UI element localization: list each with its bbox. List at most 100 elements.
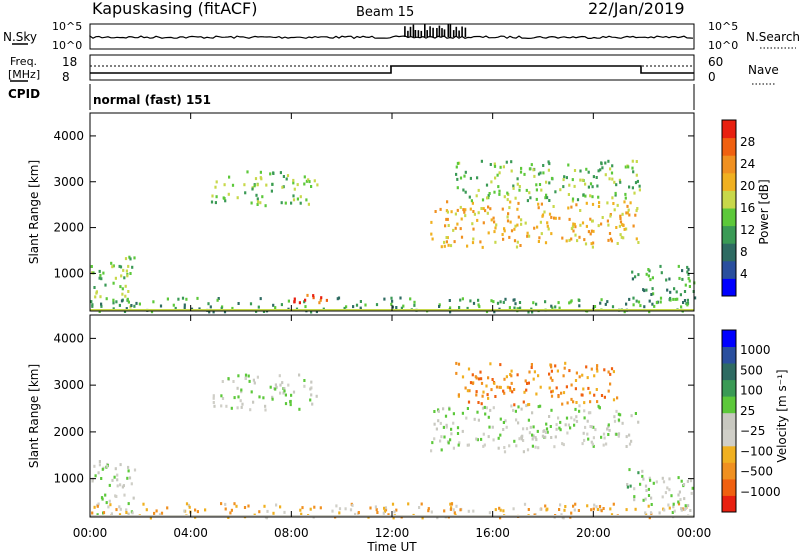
range-cell — [680, 479, 683, 483]
range-cell — [622, 223, 625, 227]
range-cell — [484, 412, 487, 416]
range-cell — [570, 205, 573, 209]
noise-spike — [452, 30, 455, 37]
range-cell — [606, 427, 609, 431]
range-cell — [590, 242, 593, 246]
range-cell — [227, 192, 230, 196]
range-cell — [612, 370, 615, 374]
range-cell — [456, 222, 459, 226]
range-cell — [279, 505, 282, 509]
range-cell — [592, 229, 595, 233]
range-cell — [421, 516, 424, 520]
range-cell — [536, 225, 539, 229]
range-cell — [621, 212, 624, 216]
range-cell — [460, 217, 463, 221]
range-cell — [635, 237, 638, 241]
range-cell — [600, 435, 603, 439]
range-cell — [282, 185, 285, 189]
range-cell — [492, 216, 495, 220]
range-cell — [597, 404, 600, 408]
range-cell — [99, 295, 102, 299]
range-cell — [241, 402, 244, 406]
range-cell — [533, 370, 536, 374]
range-cell — [298, 407, 301, 411]
range-cell — [575, 371, 578, 375]
range-cell — [659, 264, 662, 268]
noise-spike — [455, 26, 458, 37]
range-cell — [585, 201, 588, 205]
range-cell — [562, 391, 566, 395]
range-cell — [584, 242, 588, 246]
range-cell — [650, 503, 653, 506]
range-cell — [196, 296, 199, 300]
range-cell — [589, 217, 592, 221]
range-cell — [107, 505, 110, 509]
range-cell — [106, 464, 109, 468]
range-cell — [132, 496, 135, 500]
range-cell — [573, 184, 576, 188]
range-cell — [355, 303, 359, 307]
range-cell — [487, 194, 490, 197]
range-cell — [124, 294, 127, 298]
range-cell — [619, 217, 622, 220]
noise-spike — [432, 27, 434, 37]
noise-left-label: N.Sky — [3, 30, 37, 44]
range-cell — [383, 509, 386, 513]
range-cell — [505, 160, 508, 164]
range-cell — [632, 296, 635, 300]
range-cell — [145, 508, 148, 512]
range-cell — [271, 182, 274, 186]
range-cell — [299, 195, 302, 199]
range-cell — [623, 310, 626, 314]
range-cell — [568, 301, 571, 305]
range-cell — [574, 387, 577, 391]
range-cell — [230, 508, 233, 512]
range-cell — [492, 438, 495, 442]
range-cell — [472, 237, 475, 241]
range-cell — [559, 503, 562, 507]
range-cell — [490, 218, 493, 222]
colorbar-tick-label: −25 — [740, 424, 765, 438]
range-cell — [437, 409, 440, 413]
range-cell — [259, 176, 262, 180]
range-cell — [437, 419, 440, 423]
range-cell — [116, 484, 119, 488]
range-cell — [618, 178, 621, 182]
range-cell — [526, 231, 529, 235]
range-cell — [477, 303, 480, 307]
range-cell — [573, 169, 577, 172]
range-cell — [535, 197, 538, 201]
range-cell — [172, 303, 175, 307]
range-cell — [259, 201, 262, 205]
range-cell — [649, 511, 653, 515]
range-cell — [90, 300, 93, 304]
range-cell — [464, 208, 467, 212]
range-cell — [576, 239, 579, 243]
station-title: Kapuskasing (fitACF) — [92, 0, 257, 18]
range-cell — [495, 385, 499, 389]
range-cell — [546, 430, 549, 434]
range-cell — [597, 195, 600, 199]
range-cell — [240, 405, 243, 409]
range-cell — [125, 307, 128, 311]
range-cell — [558, 216, 561, 220]
range-cell — [517, 421, 520, 425]
range-cell — [499, 508, 502, 512]
range-cell — [633, 498, 636, 502]
range-cell — [564, 361, 567, 365]
range-cell — [672, 502, 675, 506]
range-cell — [486, 393, 489, 397]
range-cell — [508, 386, 512, 390]
range-cell — [541, 434, 544, 438]
range-cell — [550, 390, 553, 394]
range-cell — [677, 500, 680, 504]
range-cell — [619, 220, 623, 224]
range-cell — [483, 405, 486, 409]
range-cell — [98, 463, 101, 467]
range-cell — [572, 222, 575, 226]
range-cell — [121, 292, 124, 296]
range-cell — [499, 433, 502, 437]
range-cell — [609, 372, 612, 376]
range-cell — [633, 495, 636, 499]
range-cell — [293, 300, 296, 304]
